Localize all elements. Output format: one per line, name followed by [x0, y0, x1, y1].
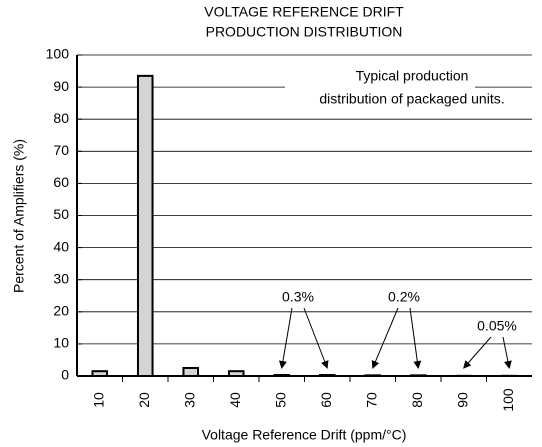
y-tick-label: 10 [53, 335, 69, 351]
annotation-arrow [409, 307, 422, 369]
x-tick-label: 100 [500, 388, 516, 412]
y-tick-label: 30 [53, 270, 69, 286]
x-tick-label: 60 [318, 392, 334, 408]
annotation: 0.3% [282, 289, 314, 305]
annotation: 0.05% [477, 318, 517, 334]
annotation-arrow [303, 307, 329, 369]
note: distribution of packaged units. [319, 91, 504, 107]
annotation-arrow [278, 307, 293, 369]
bar [91, 370, 109, 377]
y-tick-label: 60 [53, 174, 69, 190]
annotation: 0.2% [388, 289, 420, 305]
y-tick-label: 20 [53, 303, 69, 319]
y-tick-label: 50 [53, 206, 69, 222]
y-tick-label: 90 [53, 78, 69, 94]
note-background [285, 66, 475, 110]
x-tick-label: 50 [272, 392, 288, 408]
chart-title: VOLTAGE REFERENCE DRIFT [204, 4, 404, 20]
x-tick-label: 30 [181, 392, 197, 408]
x-tick-label: 70 [363, 392, 379, 408]
bar [227, 370, 245, 377]
y-axis-label: Percent of Amplifiers (%) [11, 139, 27, 293]
x-tick-label: 20 [136, 392, 152, 408]
annotation-arrow [502, 336, 512, 369]
bar [136, 74, 154, 378]
chart-title: PRODUCTION DISTRIBUTION [206, 24, 403, 40]
y-tick-label: 0 [61, 367, 69, 383]
x-tick-label: 40 [227, 392, 243, 408]
bar [364, 374, 382, 378]
annotation-arrow [371, 307, 399, 369]
x-axis-label: Voltage Reference Drift (ppm/°C) [202, 427, 407, 443]
bar [182, 366, 200, 378]
bar [409, 374, 427, 378]
bar [318, 374, 336, 377]
x-tick-label: 90 [454, 392, 470, 408]
x-tick-label: 10 [90, 392, 106, 408]
y-tick-label: 80 [53, 110, 69, 126]
x-tick-label: 80 [409, 392, 425, 408]
note: Typical production [356, 68, 469, 84]
bar [273, 374, 291, 377]
annotation-arrow [463, 336, 492, 369]
y-tick-label: 70 [53, 142, 69, 158]
y-tick-label: 100 [46, 46, 70, 62]
y-tick-label: 40 [53, 238, 69, 254]
